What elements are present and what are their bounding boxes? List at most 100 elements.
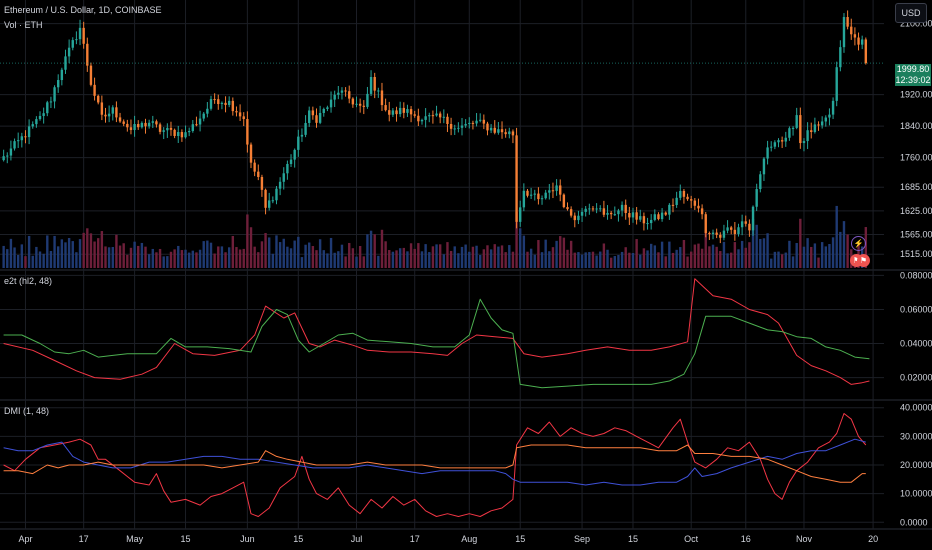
candle-body <box>257 171 260 177</box>
candle-body <box>788 128 791 138</box>
candle-body <box>526 190 529 196</box>
chart-title: Ethereum / U.S. Dollar, 1D, COINBASE <box>4 5 162 15</box>
x-tick-label: 15 <box>628 534 638 544</box>
candle-body <box>529 194 533 196</box>
volume-bar <box>169 251 173 268</box>
volume-bar <box>540 252 544 268</box>
volume-bar <box>191 250 195 268</box>
candle-body <box>431 115 435 117</box>
candle-body <box>722 230 726 238</box>
candle-body <box>122 121 125 124</box>
volume-bar <box>471 246 475 268</box>
volume-bar <box>435 244 438 268</box>
candle-body <box>635 212 638 220</box>
e2t-lines <box>3 278 870 389</box>
volume-bar <box>13 247 16 268</box>
volume-bar <box>409 243 413 268</box>
candle-body <box>362 105 365 107</box>
volume-bar <box>468 251 471 268</box>
candle-body <box>511 131 515 136</box>
currency-button[interactable]: USD <box>895 3 927 23</box>
candle-body <box>620 204 624 211</box>
volume-bar <box>373 234 376 268</box>
candle-body <box>329 99 333 108</box>
volume-bar <box>151 248 154 268</box>
candle-body <box>468 122 471 124</box>
candle-body <box>46 102 49 114</box>
volume-bar <box>500 245 504 268</box>
volume-bar <box>78 239 82 268</box>
price-tick-label: 1920.00 <box>900 90 932 100</box>
volume-bar <box>126 254 129 268</box>
volume-bar <box>671 252 675 268</box>
candle-body <box>438 113 442 118</box>
candle-body <box>268 200 271 208</box>
candle-body <box>220 102 224 105</box>
last-price-tag: 1999.80 12:39:02 <box>895 64 931 86</box>
volume-bar <box>362 256 365 268</box>
candle-body <box>89 65 93 85</box>
x-tick-label: Aug <box>461 534 477 544</box>
volume-bar <box>358 246 362 268</box>
candle-body <box>740 221 744 228</box>
candle-body <box>322 108 325 113</box>
candle-body <box>24 136 27 138</box>
volume-bar <box>475 245 478 268</box>
volume-bar <box>60 239 64 268</box>
candle-body <box>35 119 38 125</box>
volume-bar <box>27 235 31 268</box>
volume-bar <box>177 245 180 268</box>
candle-body <box>202 113 205 119</box>
volume-bar <box>773 251 777 268</box>
candle-body <box>289 159 293 164</box>
volume-bar <box>719 251 722 268</box>
volume-bar <box>388 250 391 268</box>
bolt-icon[interactable]: ⚡ <box>851 236 866 251</box>
candle-body <box>686 196 689 200</box>
volume-bar <box>275 235 278 268</box>
candle-body <box>711 232 715 235</box>
volume-bar <box>831 237 835 268</box>
volume-bar <box>839 231 842 268</box>
volume-bars <box>2 205 868 268</box>
volume-bar <box>344 256 347 268</box>
volume-bar <box>202 241 205 268</box>
candle-body <box>2 156 5 161</box>
volume-bar <box>810 246 813 268</box>
candle-body <box>388 110 391 115</box>
volume-bar <box>588 252 591 268</box>
candle-body <box>271 200 275 202</box>
volume-bar <box>486 245 489 268</box>
volume-bar <box>57 246 60 268</box>
volume-bar <box>264 233 267 268</box>
candle-body <box>588 208 591 210</box>
candle-body <box>147 122 151 127</box>
volume-bar <box>562 237 566 268</box>
price-tick-label: 1565.00 <box>900 230 932 240</box>
candle-body <box>57 80 60 88</box>
volume-bar <box>584 252 587 268</box>
volume-bar <box>704 229 707 268</box>
candle-body <box>591 208 595 210</box>
candle-body <box>413 114 416 116</box>
volume-bar <box>326 253 329 268</box>
candle-body <box>700 208 704 215</box>
volume-bar <box>155 252 158 268</box>
candle-body <box>649 219 653 224</box>
candle-body <box>708 233 711 235</box>
volume-bar <box>806 238 809 268</box>
candle-body <box>6 155 9 157</box>
candle-body <box>664 212 667 215</box>
volume-bar <box>442 254 446 268</box>
candle-body <box>864 39 868 64</box>
volume-bar <box>599 251 602 268</box>
candle-body <box>402 107 406 113</box>
candle-body <box>304 122 307 135</box>
candle-body <box>449 123 453 129</box>
price-tick-label: 1515.00 <box>900 249 932 259</box>
candle-body <box>275 188 278 201</box>
candle-body <box>639 216 642 220</box>
flag-icon[interactable]: ⚑ <box>857 254 870 267</box>
volume-bar <box>777 251 780 268</box>
